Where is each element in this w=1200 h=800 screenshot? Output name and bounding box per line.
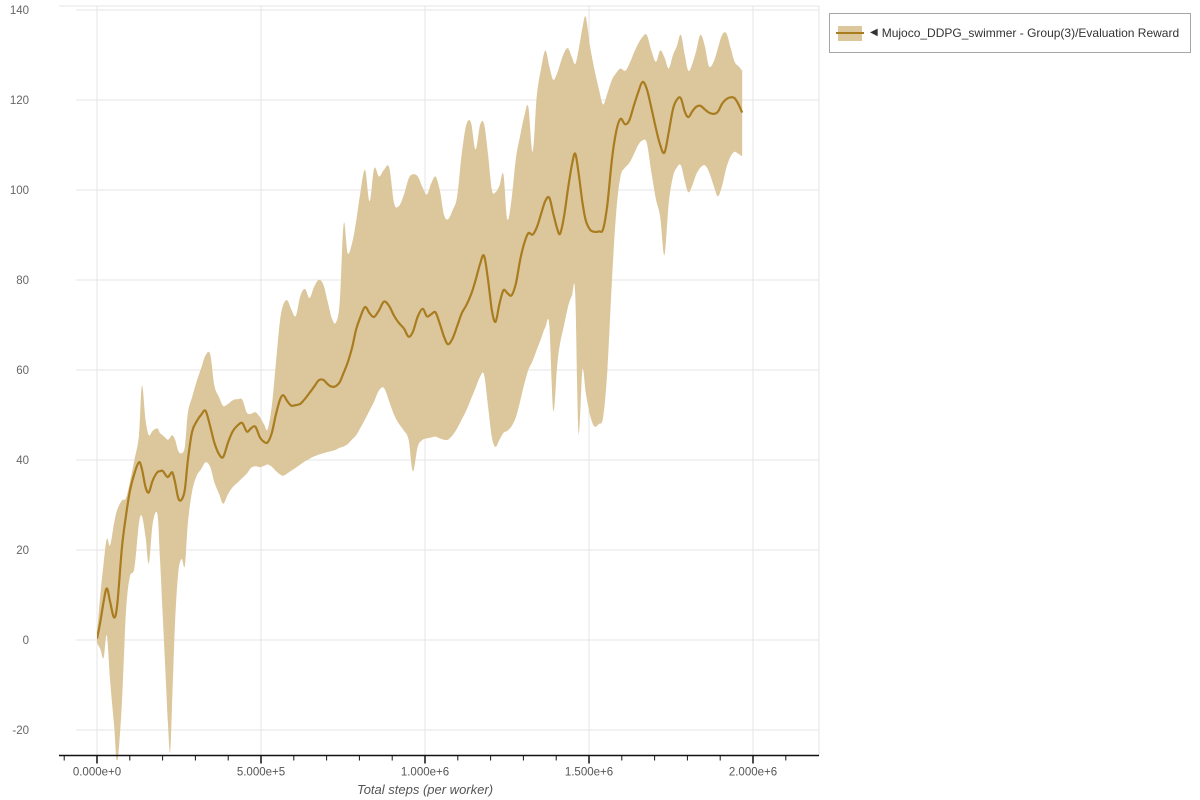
y-tick-label: 60 [16, 365, 29, 377]
y-tick-label: -20 [12, 725, 29, 737]
y-tick-label: 140 [10, 5, 29, 17]
legend-series-swatch-icon [836, 25, 864, 41]
x-tick-label: 2.000e+6 [729, 767, 777, 779]
series-line [97, 80, 744, 639]
x-tick-label: 0.000e+0 [73, 767, 121, 779]
x-tick-label: 1.500e+6 [565, 767, 613, 779]
x-axis [59, 754, 819, 764]
x-tick-label: 1.000e+6 [401, 767, 449, 779]
y-tick-label: 80 [16, 275, 29, 287]
y-tick-label: 120 [10, 95, 29, 107]
y-tick-label: 20 [16, 545, 29, 557]
legend-collapse-icon[interactable]: ◀ [870, 27, 878, 38]
x-axis-title: Total steps (per worker) [356, 782, 494, 797]
y-tick-label: 0 [23, 635, 29, 647]
legend[interactable]: ◀ Mujoco_DDPG_swimmer - Group(3)/Evaluat… [829, 13, 1191, 53]
x-tick-label: 5.000e+5 [237, 767, 285, 779]
confidence-band [97, 16, 743, 760]
y-tick-label: 40 [16, 455, 29, 467]
legend-series-label: Mujoco_DDPG_swimmer - Group(3)/Evaluatio… [881, 26, 1180, 40]
y-tick-label: 100 [10, 185, 29, 197]
